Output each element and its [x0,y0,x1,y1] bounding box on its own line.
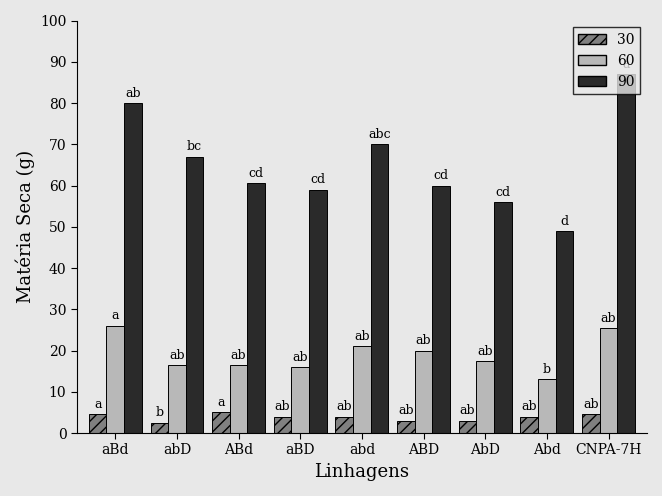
Text: cd: cd [495,186,510,199]
Y-axis label: Matéria Seca (g): Matéria Seca (g) [15,150,34,304]
Text: ab: ab [398,404,414,417]
Bar [291,367,309,433]
Legend: 30, 60, 90: 30, 60, 90 [573,27,640,94]
Text: a: a [111,310,119,322]
Text: b: b [543,363,551,376]
Text: ab: ab [231,349,246,362]
Text: a: a [622,58,630,71]
Bar [371,144,389,433]
Bar [274,417,291,433]
Text: ab: ab [583,398,598,411]
Text: cd: cd [249,167,263,180]
Bar [538,379,555,433]
Bar [230,365,248,433]
Bar [89,415,107,433]
Bar [168,365,186,433]
Bar [397,421,415,433]
Text: ab: ab [169,349,185,362]
Text: bc: bc [187,140,202,153]
Text: ab: ab [416,334,432,347]
Bar [494,202,512,433]
Bar [582,415,600,433]
Text: ab: ab [522,400,537,413]
Bar [150,423,168,433]
Bar [477,361,494,433]
Text: ab: ab [275,400,291,413]
Text: abc: abc [368,128,391,141]
Bar [520,417,538,433]
Text: ab: ab [600,311,616,324]
Text: a: a [94,398,101,411]
Bar [248,184,265,433]
Bar [186,157,203,433]
Text: b: b [156,406,164,420]
Text: ab: ab [460,404,475,417]
Bar [415,351,432,433]
Bar [600,328,618,433]
Bar [309,189,326,433]
Bar [618,74,635,433]
Bar [459,421,477,433]
Text: ab: ab [354,330,370,343]
Bar [124,103,142,433]
Text: cd: cd [434,169,449,182]
Bar [555,231,573,433]
Bar [107,326,124,433]
Text: ab: ab [293,351,308,364]
Bar [336,417,353,433]
X-axis label: Linhagens: Linhagens [314,463,409,481]
Text: ab: ab [125,87,141,100]
Bar [213,412,230,433]
Bar [353,346,371,433]
Text: ab: ab [477,345,493,358]
Text: ab: ab [336,400,352,413]
Bar [432,186,450,433]
Text: cd: cd [310,173,326,186]
Text: a: a [217,396,224,409]
Text: d: d [561,215,569,228]
